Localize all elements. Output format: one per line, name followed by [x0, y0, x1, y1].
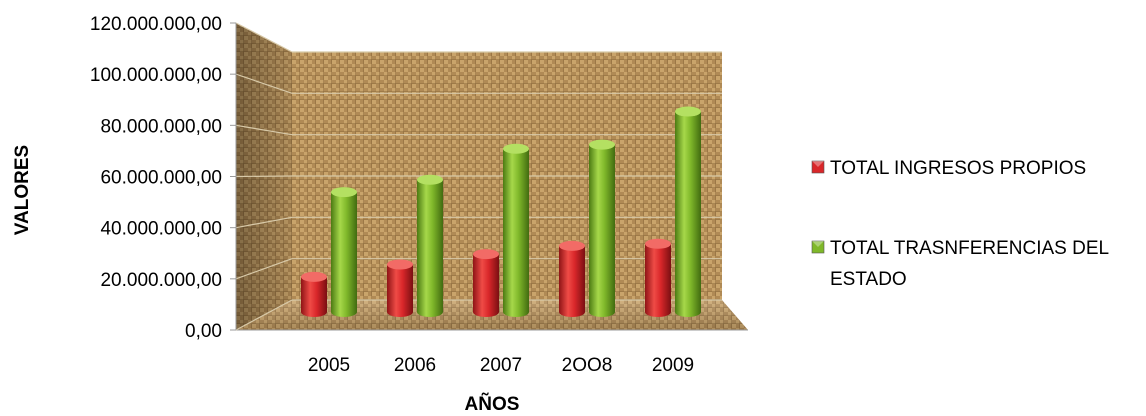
grid-line-side	[235, 216, 293, 229]
bar	[331, 187, 357, 317]
bar-body	[675, 111, 701, 318]
legend-item: TOTAL TRASNFERENCIAS DEL ESTADO	[811, 238, 1109, 290]
bar-cap	[559, 240, 585, 251]
y-axis: 0,00 20.000.000,00 40.000.000,00 60.000.000…	[90, 14, 237, 342]
bar-cap	[387, 259, 413, 270]
bar-cap	[331, 187, 357, 198]
bar-body	[559, 245, 585, 317]
bar-body	[645, 243, 671, 317]
legend-marker	[811, 160, 825, 174]
legend-label: TOTAL TRASNFERENCIAS DEL	[830, 238, 1109, 259]
bar-cap	[645, 238, 671, 249]
x-tick-label: 2007	[480, 355, 522, 376]
bar-body	[417, 179, 443, 317]
legend-item: TOTAL INGRESOS PROPIOS	[811, 158, 1086, 179]
bar-body	[301, 276, 327, 317]
bar	[301, 271, 327, 317]
bar-cap	[417, 174, 443, 185]
grid-line-side	[235, 22, 293, 53]
legend-label: ESTADO	[830, 269, 907, 290]
y-tick-label: 120.000.000,00	[90, 14, 222, 35]
grid-line-side	[235, 258, 293, 280]
y-tick-label: 0,00	[185, 321, 222, 342]
y-tick-label: 80.000.000,00	[100, 116, 222, 137]
grid-line-side	[235, 124, 293, 136]
grid-line-side	[235, 73, 293, 94]
bar-cap	[301, 271, 327, 282]
bar-cap	[589, 139, 615, 150]
y-tick-label: 60.000.000,00	[100, 168, 222, 189]
bar	[645, 238, 671, 317]
bar-body	[331, 192, 357, 317]
bar-cap	[675, 106, 701, 117]
x-tick-label: 2OO8	[562, 355, 613, 376]
x-tick-label: 2006	[394, 355, 436, 376]
bars	[301, 106, 701, 318]
bar	[503, 143, 529, 317]
bar	[417, 174, 443, 317]
y-tick-label: 20.000.000,00	[100, 270, 222, 291]
legend-label: TOTAL INGRESOS PROPIOS	[830, 158, 1086, 179]
bar	[589, 139, 615, 317]
bar	[675, 106, 701, 318]
legend-marker	[811, 240, 825, 254]
bar	[473, 249, 499, 317]
bar	[559, 240, 585, 317]
x-tick-label: 2005	[308, 355, 350, 376]
y-tick-label: 100.000.000,00	[90, 65, 222, 86]
y-tick-label: 40.000.000,00	[100, 219, 222, 240]
bar-body	[503, 148, 529, 317]
bar-body	[589, 144, 615, 317]
x-axis: 2005 2006 2007 2OO8 2009	[308, 355, 694, 376]
bar-body	[473, 254, 499, 317]
grid-line-side	[235, 175, 293, 178]
legend-marker-shine	[812, 161, 824, 167]
bar-cap	[473, 249, 499, 260]
bar-cap	[503, 143, 529, 154]
y-axis-title: VALORES	[12, 145, 33, 235]
bar-body	[387, 264, 413, 317]
legend-marker-shine	[812, 241, 824, 247]
x-tick-label: 2009	[652, 355, 694, 376]
legend: TOTAL INGRESOS PROPIOS TOTAL TRASNFERENCI…	[811, 158, 1109, 290]
grid-line-side	[235, 299, 293, 331]
bar	[387, 259, 413, 317]
x-axis-title: AÑOS	[465, 393, 520, 415]
